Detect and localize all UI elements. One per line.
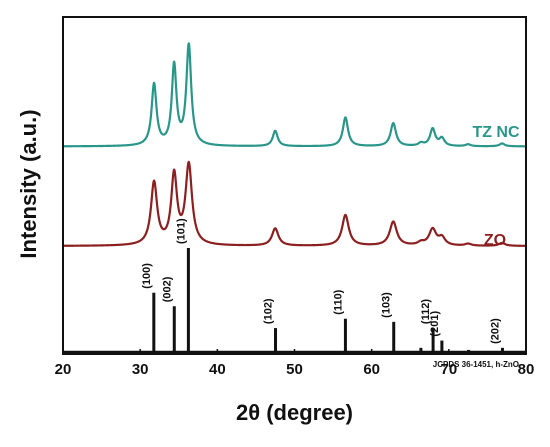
- series-line-zo: [62, 160, 527, 247]
- x-tick-label-50: 50: [286, 361, 303, 378]
- x-tick-label-70: 70: [440, 361, 457, 378]
- x-tick-label-30: 30: [132, 361, 149, 378]
- plot-area: TZ NC ZO (100) (002) (101) (102) (110) (103) (11…: [62, 42, 527, 354]
- x-tick-label-20: 20: [55, 361, 72, 378]
- series-label-tz-nc: TZ NC: [472, 124, 520, 141]
- series-label-zo: ZO: [484, 232, 506, 249]
- x-axis-title: 2θ (degree): [236, 400, 353, 425]
- hkl-label-002: (002): [161, 276, 173, 302]
- hkl-label-112: (112): [420, 299, 432, 324]
- hkl-label-100: (100): [141, 263, 153, 289]
- x-tick-label-40: 40: [209, 361, 226, 378]
- x-tick-label-60: 60: [363, 361, 380, 378]
- plot-frame: [62, 16, 527, 355]
- hkl-label-102: (102): [263, 298, 275, 324]
- hkl-label-202: (202): [489, 318, 501, 344]
- hkl-label-110: (110): [332, 289, 344, 314]
- y-axis-title: Intensity (a.u.): [16, 109, 41, 258]
- hkl-label-101: (101): [175, 218, 187, 244]
- hkl-label-201: (201): [429, 311, 441, 337]
- series-line-tz-nc: [62, 42, 527, 148]
- hkl-label-103: (103): [381, 292, 393, 318]
- reference-label: JCPDS 36-1451, h-ZnO: [433, 360, 519, 369]
- x-tick-label-80: 80: [518, 361, 535, 378]
- x-axis: 20 30 40 50 60 70 80: [55, 349, 535, 378]
